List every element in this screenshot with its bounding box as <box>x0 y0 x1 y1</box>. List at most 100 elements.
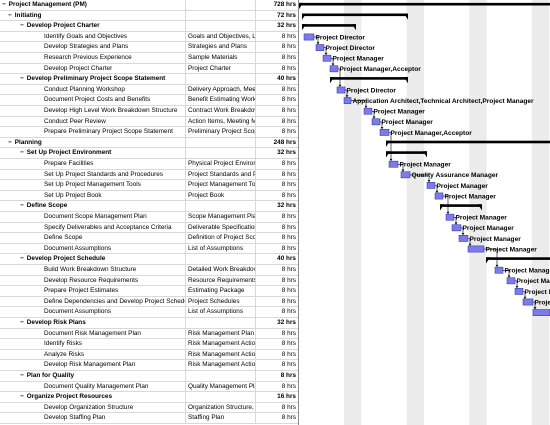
task-bar[interactable] <box>522 298 534 306</box>
deliverable-cell[interactable]: List of Assumptions <box>186 307 256 317</box>
deliverable-cell[interactable]: Preliminary Project Scope <box>188 127 256 137</box>
task-name-cell[interactable]: Prepare Project Estimates <box>0 286 186 296</box>
work-cell[interactable]: 8 hrs <box>281 350 296 358</box>
task-name-cell[interactable]: Develop Resource Requirements <box>0 275 186 286</box>
summary-bar[interactable] <box>302 13 408 17</box>
task-name-cell[interactable]: Build Work Breakdown Structure <box>0 265 186 275</box>
work-cell[interactable]: 8 hrs <box>281 96 296 104</box>
deliverable-cell[interactable]: Project Standards and Pr <box>188 169 256 180</box>
deliverable-cell[interactable] <box>186 0 256 10</box>
task-name-cell[interactable]: Document Project Costs and Benefits <box>0 95 186 105</box>
work-cell[interactable]: 8 hrs <box>281 54 296 61</box>
deliverable-cell[interactable]: Estimating Package <box>186 286 256 296</box>
task-name-cell[interactable]: Identify Goals and Objectives <box>0 31 186 42</box>
task-bar[interactable] <box>445 213 455 221</box>
task-name-cell[interactable]: Analyze Risks <box>0 349 186 360</box>
deliverable-cell[interactable] <box>186 137 256 148</box>
deliverable-cell[interactable] <box>186 148 256 158</box>
task-name-cell[interactable]: − Project Management (PM) <box>0 0 186 10</box>
work-cell[interactable]: 40 hrs <box>277 75 296 83</box>
deliverable-cell[interactable]: Organization Structure, F <box>188 402 256 413</box>
deliverable-cell[interactable]: Deliverable Specification <box>188 222 256 233</box>
summary-bar[interactable] <box>299 2 550 6</box>
task-name-cell[interactable]: Conduct Planning Workshop <box>0 84 186 95</box>
task-name-cell[interactable]: Prepare Facilities <box>0 159 186 169</box>
summary-task-row[interactable]: − Project Management (PM) 728 hrs <box>0 0 298 11</box>
task-row[interactable]: Prepare Preliminary Project Scope Statem… <box>0 127 298 138</box>
deliverable-cell[interactable]: Risk Management Action <box>188 339 256 349</box>
summary-bar[interactable] <box>486 257 550 260</box>
work-cell[interactable]: 8 hrs <box>281 170 296 178</box>
task-row[interactable]: Document Scope Management Plan Scope Mana… <box>0 212 298 223</box>
task-name-cell[interactable]: − Organize Project Resources <box>0 392 186 402</box>
task-name-cell[interactable]: Set Up Project Management Tools <box>0 180 186 190</box>
deliverable-cell[interactable]: Definition of Project Scoj <box>188 233 256 243</box>
task-row[interactable]: Define Dependencies and Develop Project … <box>0 296 298 308</box>
deliverable-cell[interactable] <box>186 201 256 211</box>
task-row[interactable]: Identify Risks Risk Management Action 8 hr… <box>0 339 298 350</box>
deliverable-cell[interactable]: Physical Project Environ <box>188 159 256 169</box>
collapse-toggle-icon[interactable]: − <box>20 255 24 263</box>
summary-bar[interactable] <box>302 24 356 27</box>
collapse-toggle-icon[interactable]: − <box>20 372 24 379</box>
work-cell[interactable]: 8 hrs <box>281 266 296 273</box>
task-name-cell[interactable]: − Develop Project Charter <box>0 21 186 31</box>
collapse-toggle-icon[interactable]: − <box>20 75 24 83</box>
task-name-cell[interactable]: − Develop Preliminary Project Scope Stat… <box>0 74 186 84</box>
task-row[interactable]: Prepare Facilities Physical Project Envir… <box>0 159 298 170</box>
task-bar[interactable] <box>343 97 352 104</box>
work-cell[interactable]: 32 hrs <box>277 22 296 30</box>
work-cell[interactable]: 8 hrs <box>281 361 296 369</box>
summary-task-row[interactable]: − Develop Project Schedule 40 hrs <box>0 254 298 265</box>
deliverable-cell[interactable] <box>186 10 256 21</box>
summary-bar[interactable] <box>386 140 550 144</box>
task-row[interactable]: Document Quality Management Plan Quality … <box>0 381 298 393</box>
summary-bar[interactable] <box>440 204 482 207</box>
task-name-cell[interactable]: Develop Risk Management Plan <box>0 360 186 370</box>
collapse-toggle-icon[interactable]: − <box>8 11 12 19</box>
task-row[interactable]: Document Risk Management Plan Risk Manage… <box>0 328 298 340</box>
work-cell[interactable]: 248 hrs <box>273 138 296 146</box>
work-cell[interactable]: 8 hrs <box>281 223 296 231</box>
task-bar[interactable] <box>363 107 373 115</box>
deliverable-cell[interactable]: Action Items, Meeting Mi <box>188 116 256 127</box>
task-row[interactable]: Document Assumptions List of Assumptions 8… <box>0 307 298 318</box>
work-cell[interactable]: 8 hrs <box>281 287 296 295</box>
task-row[interactable]: Set Up Project Standards and Procedures P… <box>0 169 298 181</box>
task-name-cell[interactable]: Develop High Level Work Breakdown Struct… <box>0 106 186 116</box>
task-name-cell[interactable]: Document Assumptions <box>0 243 186 254</box>
task-bar[interactable] <box>426 182 436 189</box>
task-name-cell[interactable]: − Develop Risk Plans <box>0 318 186 328</box>
summary-task-row[interactable]: − Initiating 72 hrs <box>0 10 298 22</box>
work-cell[interactable]: 40 hrs <box>277 255 296 263</box>
deliverable-cell[interactable] <box>186 254 256 264</box>
task-bar[interactable] <box>315 44 325 51</box>
task-row[interactable]: Identify Goals and Objectives Goals and O… <box>0 31 298 43</box>
work-cell[interactable]: 8 hrs <box>281 276 296 284</box>
summary-task-row[interactable]: − Develop Preliminary Project Scope Stat… <box>0 74 298 85</box>
deliverable-cell[interactable] <box>186 74 256 84</box>
task-bar[interactable] <box>458 235 469 242</box>
work-cell[interactable]: 8 hrs <box>281 382 296 390</box>
deliverable-cell[interactable]: Project Book <box>186 190 256 201</box>
deliverable-cell[interactable] <box>186 318 256 328</box>
task-row[interactable]: Analyze Risks Risk Management Action 8 hrs <box>0 349 298 361</box>
deliverable-cell[interactable]: Project Charter <box>186 63 256 74</box>
task-name-cell[interactable]: Set Up Project Book <box>0 190 186 201</box>
work-cell[interactable]: 8 hrs <box>281 329 296 337</box>
deliverable-cell[interactable]: Goals and Objectives, Li <box>188 31 256 42</box>
deliverable-cell[interactable]: Detailed Work Breakdov <box>188 265 256 275</box>
work-cell[interactable]: 8 hrs <box>281 117 296 125</box>
work-cell[interactable]: 16 hrs <box>277 393 296 401</box>
task-row[interactable]: Develop Strategies and Plans Strategies a… <box>0 42 298 53</box>
work-cell[interactable]: 32 hrs <box>277 149 296 157</box>
task-name-cell[interactable]: Document Risk Management Plan <box>0 328 186 339</box>
task-row[interactable]: Set Up Project Book Project Book 8 hrs <box>0 190 298 202</box>
task-row[interactable]: Develop Risk Management Plan Risk Managem… <box>0 360 298 371</box>
task-bar[interactable] <box>532 309 550 316</box>
task-bar[interactable] <box>303 33 315 41</box>
deliverable-cell[interactable]: Staffing Plan <box>186 413 256 423</box>
task-name-cell[interactable]: − Define Scope <box>0 201 186 211</box>
summary-task-row[interactable]: − Develop Project Charter 32 hrs <box>0 21 298 32</box>
task-name-cell[interactable]: Prepare Preliminary Project Scope Statem… <box>0 127 186 137</box>
